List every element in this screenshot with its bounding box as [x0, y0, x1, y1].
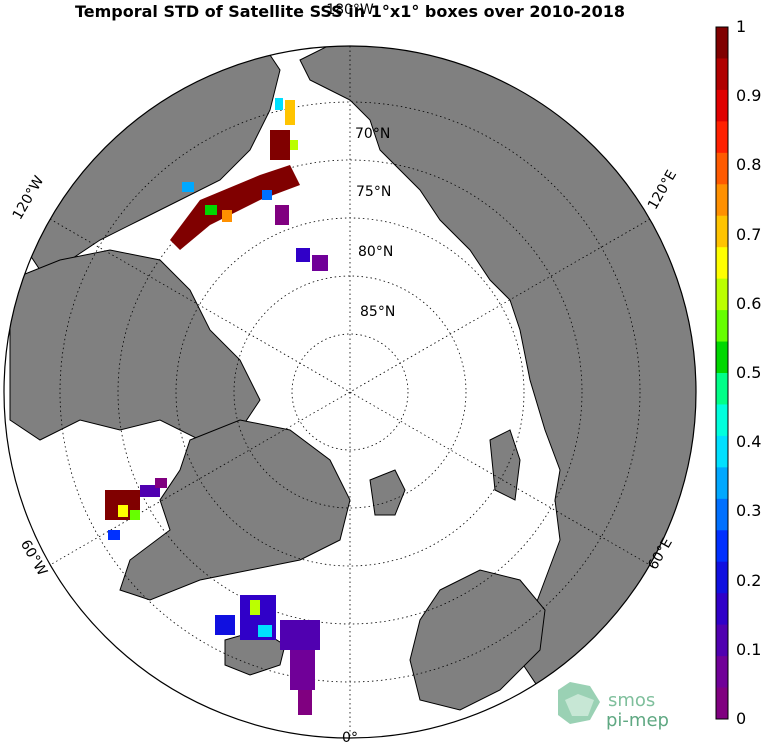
colorbar [716, 27, 728, 720]
land-canada [9, 249, 261, 441]
colorbar-swatch [716, 27, 728, 59]
longitude-grid [49, 46, 651, 738]
colorbar-swatch [716, 561, 728, 594]
colorbar-tick-label: 0.1 [736, 639, 762, 659]
colorbar-tick-label: 1 [736, 17, 747, 36]
land-greenland [119, 419, 351, 601]
colorbar-swatch [716, 404, 728, 437]
sss-data-beaufort [170, 98, 328, 271]
colorbar-swatch [716, 152, 728, 185]
colorbar-tick-label: 0.9 [736, 86, 762, 106]
colorbar-tick-label: 0 [736, 709, 747, 728]
smos-pimep-logo: smos pi-mep [558, 682, 669, 731]
lon-label-180: 180°W [326, 2, 374, 18]
colorbar-tick-label: 0.2 [736, 570, 762, 590]
colorbar-swatch [716, 89, 728, 122]
lat-label-80: 80°N [358, 244, 393, 260]
lat-label-85: 85°N [360, 304, 395, 320]
logo-line2: pi-mep [606, 710, 669, 731]
colorbar-tick-label: 0.8 [736, 155, 762, 175]
colorbar-frame [715, 26, 729, 720]
colorbar-tick-label: 0.6 [736, 293, 762, 313]
colorbar-swatch [716, 184, 728, 217]
colorbar-swatch [716, 687, 728, 720]
colorbar-tick-label: 0.7 [736, 224, 762, 244]
lat-label-75: 75°N [356, 184, 391, 200]
lat-label-70: 70°N [355, 126, 390, 142]
colorbar-swatch [716, 215, 728, 248]
colorbar-swatch [716, 624, 728, 657]
colorbar-swatch [716, 467, 728, 500]
map-title: Temporal STD of Satellite SSS in 1°x1° b… [74, 2, 626, 21]
lon-label-120w: 120°W [10, 173, 48, 222]
sss-data-greenland-sea [215, 595, 320, 715]
land-svalbard [369, 469, 406, 516]
colorbar-swatch [716, 341, 728, 374]
logo-line1: smos [608, 690, 655, 711]
colorbar-swatch [716, 656, 728, 689]
land-layer [9, 46, 696, 711]
map-border [3, 45, 697, 739]
colorbar-tick-label: 0.4 [736, 432, 762, 452]
colorbar-swatch [716, 58, 728, 91]
lon-label-0: 0° [342, 730, 358, 746]
colorbar-swatch [716, 310, 728, 343]
colorbar-swatch [716, 278, 728, 311]
sss-data-baffin [105, 478, 167, 540]
lon-label-120e: 120°E [645, 168, 680, 213]
colorbar-swatch [716, 593, 728, 626]
colorbar-tick-label: 0.3 [736, 501, 762, 521]
colorbar-swatch [716, 498, 728, 531]
colorbar-swatch [716, 435, 728, 468]
colorbar-swatch [716, 247, 728, 280]
land-novaya [489, 429, 521, 501]
colorbar-swatch [716, 530, 728, 563]
colorbar-swatch [716, 121, 728, 154]
land-scandinavia [409, 569, 546, 711]
colorbar-tick-label: 0.5 [736, 363, 762, 382]
colorbar-swatch [716, 373, 728, 405]
